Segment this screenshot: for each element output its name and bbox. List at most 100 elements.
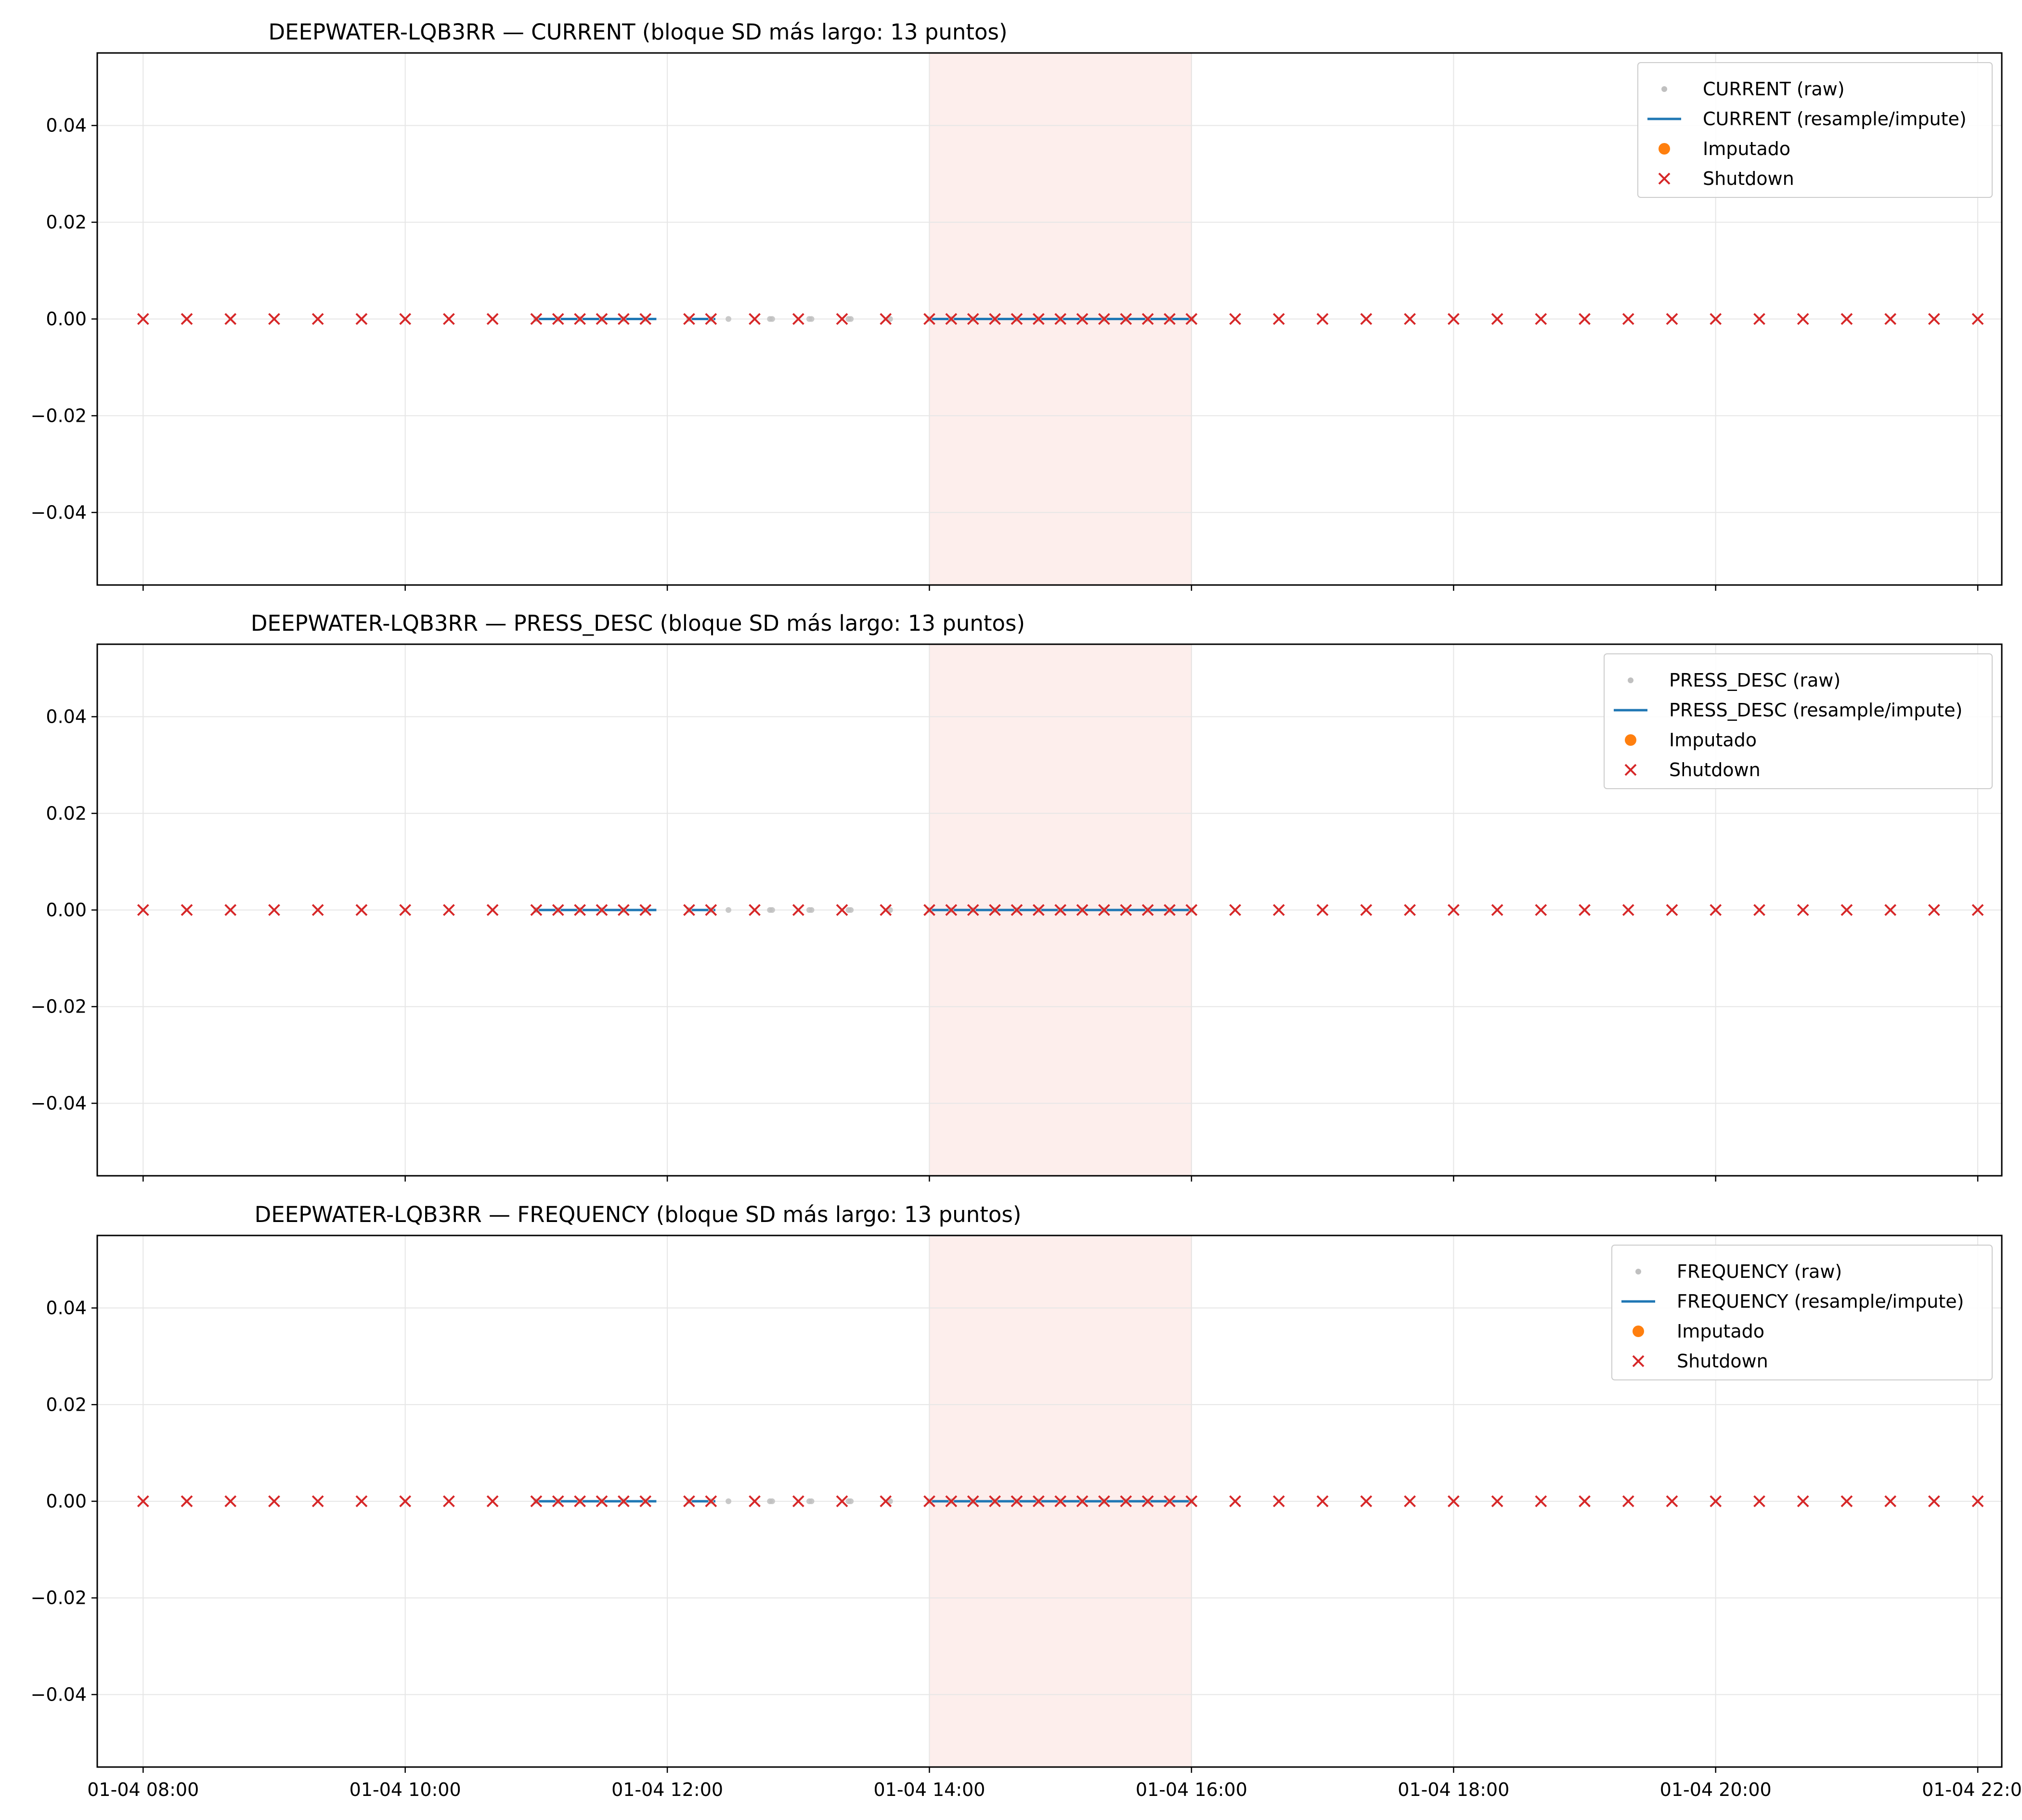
shutdown-marker [1710,904,1722,916]
shutdown-marker [792,904,804,916]
shutdown-marker [639,1495,652,1508]
shutdown-marker [1316,904,1329,916]
shutdown-marker [1076,313,1089,325]
shutdown-marker [1316,1495,1329,1508]
shutdown-marker [683,904,695,916]
raw-point [769,316,775,322]
shutdown-marker [442,1495,455,1508]
y-tick-label: 0.04 [46,706,87,728]
y-tick-label: 0.02 [46,1394,87,1415]
legend-label: PRESS_DESC (resample/impute) [1669,700,1962,721]
shutdown-marker [1884,313,1897,325]
shutdown-marker [1120,313,1132,325]
shutdown-marker [311,904,324,916]
y-tick-label: 0.04 [46,115,87,136]
shutdown-marker [1054,904,1067,916]
y-tick-label: −0.02 [31,996,87,1017]
shutdown-marker [749,313,761,325]
legend-label: Shutdown [1703,168,1794,189]
shutdown-marker [1229,1495,1242,1508]
shutdown-marker [224,313,237,325]
y-tick-label: 0.00 [46,1491,87,1512]
y-tick-label: 0.04 [46,1298,87,1319]
y-tick-label: 0.00 [46,899,87,921]
shutdown-marker [399,1495,412,1508]
shutdown-marker [1447,313,1460,325]
panel-title: DEEPWATER-LQB3RR — CURRENT (bloque SD má… [268,19,1007,45]
shutdown-marker [617,313,630,325]
raw-point [848,907,854,913]
shutdown-marker [1011,904,1023,916]
shutdown-marker [1841,904,1853,916]
shutdown-marker [1841,1495,1853,1508]
shutdown-marker [355,313,368,325]
raw-point [848,1498,854,1504]
shutdown-marker [1076,904,1089,916]
legend-label: Imputado [1703,138,1790,159]
shutdown-marker [1272,904,1285,916]
shutdown-marker [1535,313,1547,325]
raw-point [726,907,732,913]
legend-label: FREQUENCY (raw) [1677,1261,1842,1282]
shutdown-marker [1753,1495,1765,1508]
shutdown-marker [836,313,848,325]
x-tick-label: 01-04 16:00 [1136,1779,1247,1800]
raw-point [808,1498,815,1504]
shutdown-marker [639,313,652,325]
x-tick-label: 01-04 08:00 [87,1779,199,1800]
shutdown-marker [1666,1495,1678,1508]
shutdown-marker [1447,1495,1460,1508]
raw-point [808,316,815,322]
shutdown-marker [705,1495,717,1508]
legend-label: CURRENT (resample/impute) [1703,108,1967,130]
shutdown-marker [530,904,543,916]
shutdown-marker [1797,1495,1809,1508]
y-tick-label: −0.04 [31,1684,87,1705]
legend-label: Imputado [1677,1321,1764,1342]
shutdown-marker [552,1495,564,1508]
shutdown-marker [1622,313,1634,325]
shutdown-marker [1535,904,1547,916]
shutdown-marker [1164,313,1176,325]
shutdown-marker [224,1495,237,1508]
shutdown-marker [705,313,717,325]
raw-point [887,907,893,913]
shutdown-marker [486,904,499,916]
shutdown-marker [1884,904,1897,916]
shutdown-marker [486,1495,499,1508]
legend-label: Shutdown [1669,759,1761,780]
legend-label: FREQUENCY (resample/impute) [1677,1291,1964,1312]
shutdown-marker [967,1495,979,1508]
shutdown-marker [1404,1495,1416,1508]
shutdown-marker [989,1495,1001,1508]
y-tick-label: 0.02 [46,212,87,233]
shutdown-marker [1098,313,1110,325]
x-tick-label: 01-04 12:00 [611,1779,723,1800]
shutdown-marker [617,904,630,916]
shutdown-marker [355,904,368,916]
shutdown-marker [1360,904,1373,916]
shutdown-marker [442,313,455,325]
shutdown-marker [530,313,543,325]
shutdown-marker [945,904,958,916]
shutdown-marker [923,313,935,325]
panel-title: DEEPWATER-LQB3RR — FREQUENCY (bloque SD … [255,1202,1022,1227]
shutdown-marker [596,1495,608,1508]
shutdown-marker [1120,1495,1132,1508]
shutdown-marker [836,904,848,916]
shutdown-marker [1141,313,1154,325]
shutdown-marker [224,904,237,916]
shutdown-marker [1120,904,1132,916]
shutdown-marker [1491,1495,1504,1508]
shutdown-marker [1753,313,1765,325]
y-tick-label: −0.02 [31,405,87,426]
legend-raw-marker [1635,1269,1641,1274]
shutdown-marker [1098,904,1110,916]
shutdown-marker [1884,1495,1897,1508]
panel-press-desc: DEEPWATER-LQB3RR — PRESS_DESC (bloque SD… [31,611,2003,1182]
raw-point [769,907,775,913]
shutdown-marker [1666,313,1678,325]
shutdown-marker [1971,904,1984,916]
legend-label: PRESS_DESC (raw) [1669,670,1841,691]
panel-frequency: DEEPWATER-LQB3RR — FREQUENCY (bloque SD … [31,1202,2022,1800]
